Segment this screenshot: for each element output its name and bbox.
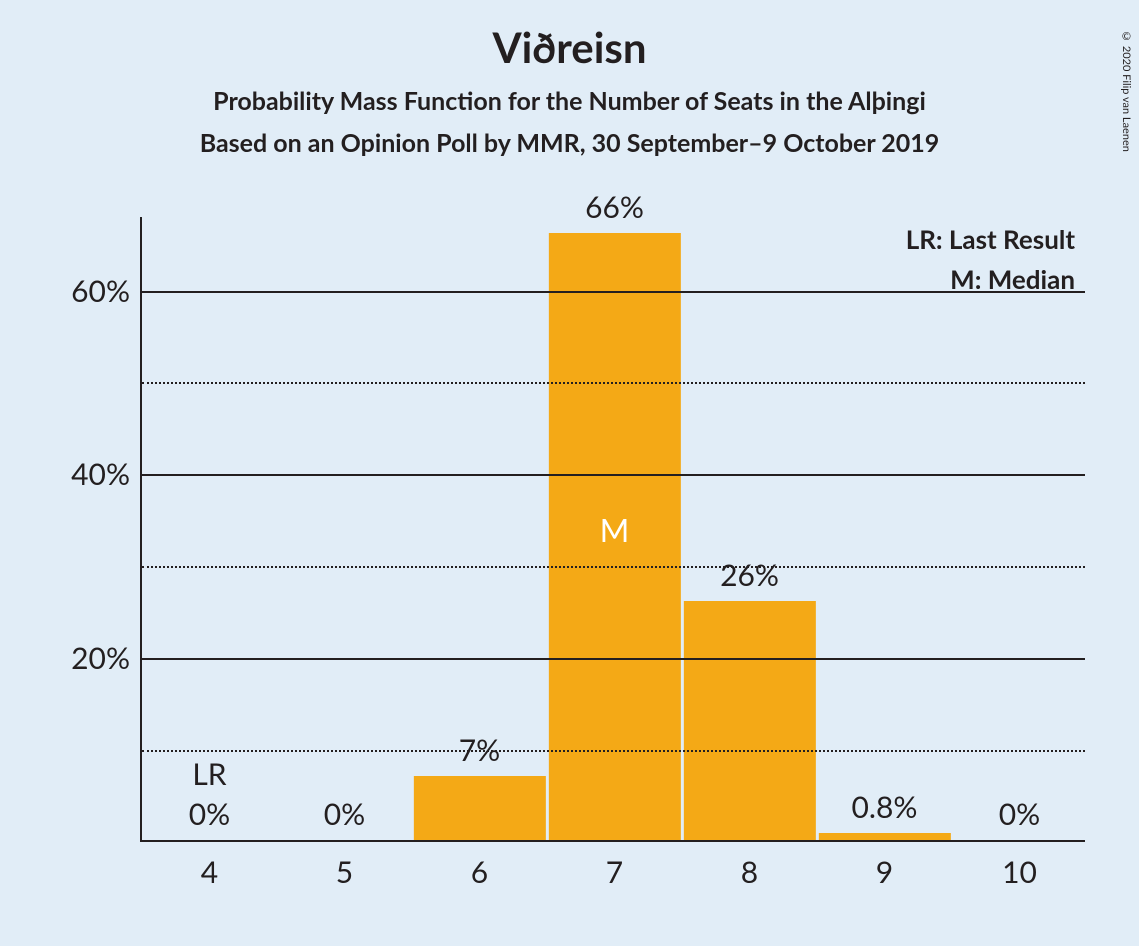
plot-area: LR: Last Result M: Median 0%LR40%57%666%… [140, 217, 1085, 842]
bars-group: 0%LR40%57%666%M726%80.8%90%10 [142, 217, 1085, 840]
bar-value-label: 26% [720, 557, 779, 593]
bar-value-label: 0% [999, 796, 1040, 832]
x-axis-label: 5 [336, 854, 353, 890]
x-axis-label: 4 [201, 854, 218, 890]
bar-slot: 26%8 [682, 217, 817, 840]
bar-value-label: 66% [585, 189, 644, 225]
median-annotation: M [600, 510, 630, 549]
chart-subtitle-1: Probability Mass Function for the Number… [0, 86, 1139, 116]
lr-annotation: LR [192, 756, 226, 792]
copyright-text: © 2020 Filip van Laenen [1120, 30, 1133, 152]
gridline-minor [142, 382, 1085, 384]
y-axis-label: 60% [71, 273, 130, 309]
bar-slot: 0%10 [952, 217, 1087, 840]
chart-title: Viðreisn [0, 22, 1139, 72]
chart-subtitle-2: Based on an Opinion Poll by MMR, 30 Sept… [0, 128, 1139, 158]
gridline-major [142, 658, 1085, 660]
bar [413, 776, 545, 840]
gridline-major [142, 474, 1085, 476]
x-axis-label: 7 [606, 854, 623, 890]
x-axis-label: 10 [1002, 854, 1037, 890]
bar-slot: 0%5 [277, 217, 412, 840]
bar [683, 601, 815, 840]
gridline-major [142, 291, 1085, 293]
chart-container: LR: Last Result M: Median 0%LR40%57%666%… [55, 217, 1105, 907]
gridline-minor [142, 750, 1085, 752]
x-axis-label: 6 [471, 854, 488, 890]
bar-value-label: 0.8% [852, 789, 918, 825]
y-axis-label: 20% [71, 640, 130, 676]
gridline-minor [142, 566, 1085, 568]
bar-slot: 0.8%9 [817, 217, 952, 840]
bar-value-label: 0% [189, 796, 230, 832]
x-axis-label: 8 [741, 854, 758, 890]
y-axis-label: 40% [71, 456, 130, 492]
bar [818, 833, 950, 840]
bar-value-label: 0% [324, 796, 365, 832]
bar-slot: 0%LR4 [142, 217, 277, 840]
x-axis-label: 9 [876, 854, 893, 890]
bar-slot: 7%6 [412, 217, 547, 840]
bar-slot: 66%M7 [547, 217, 682, 840]
